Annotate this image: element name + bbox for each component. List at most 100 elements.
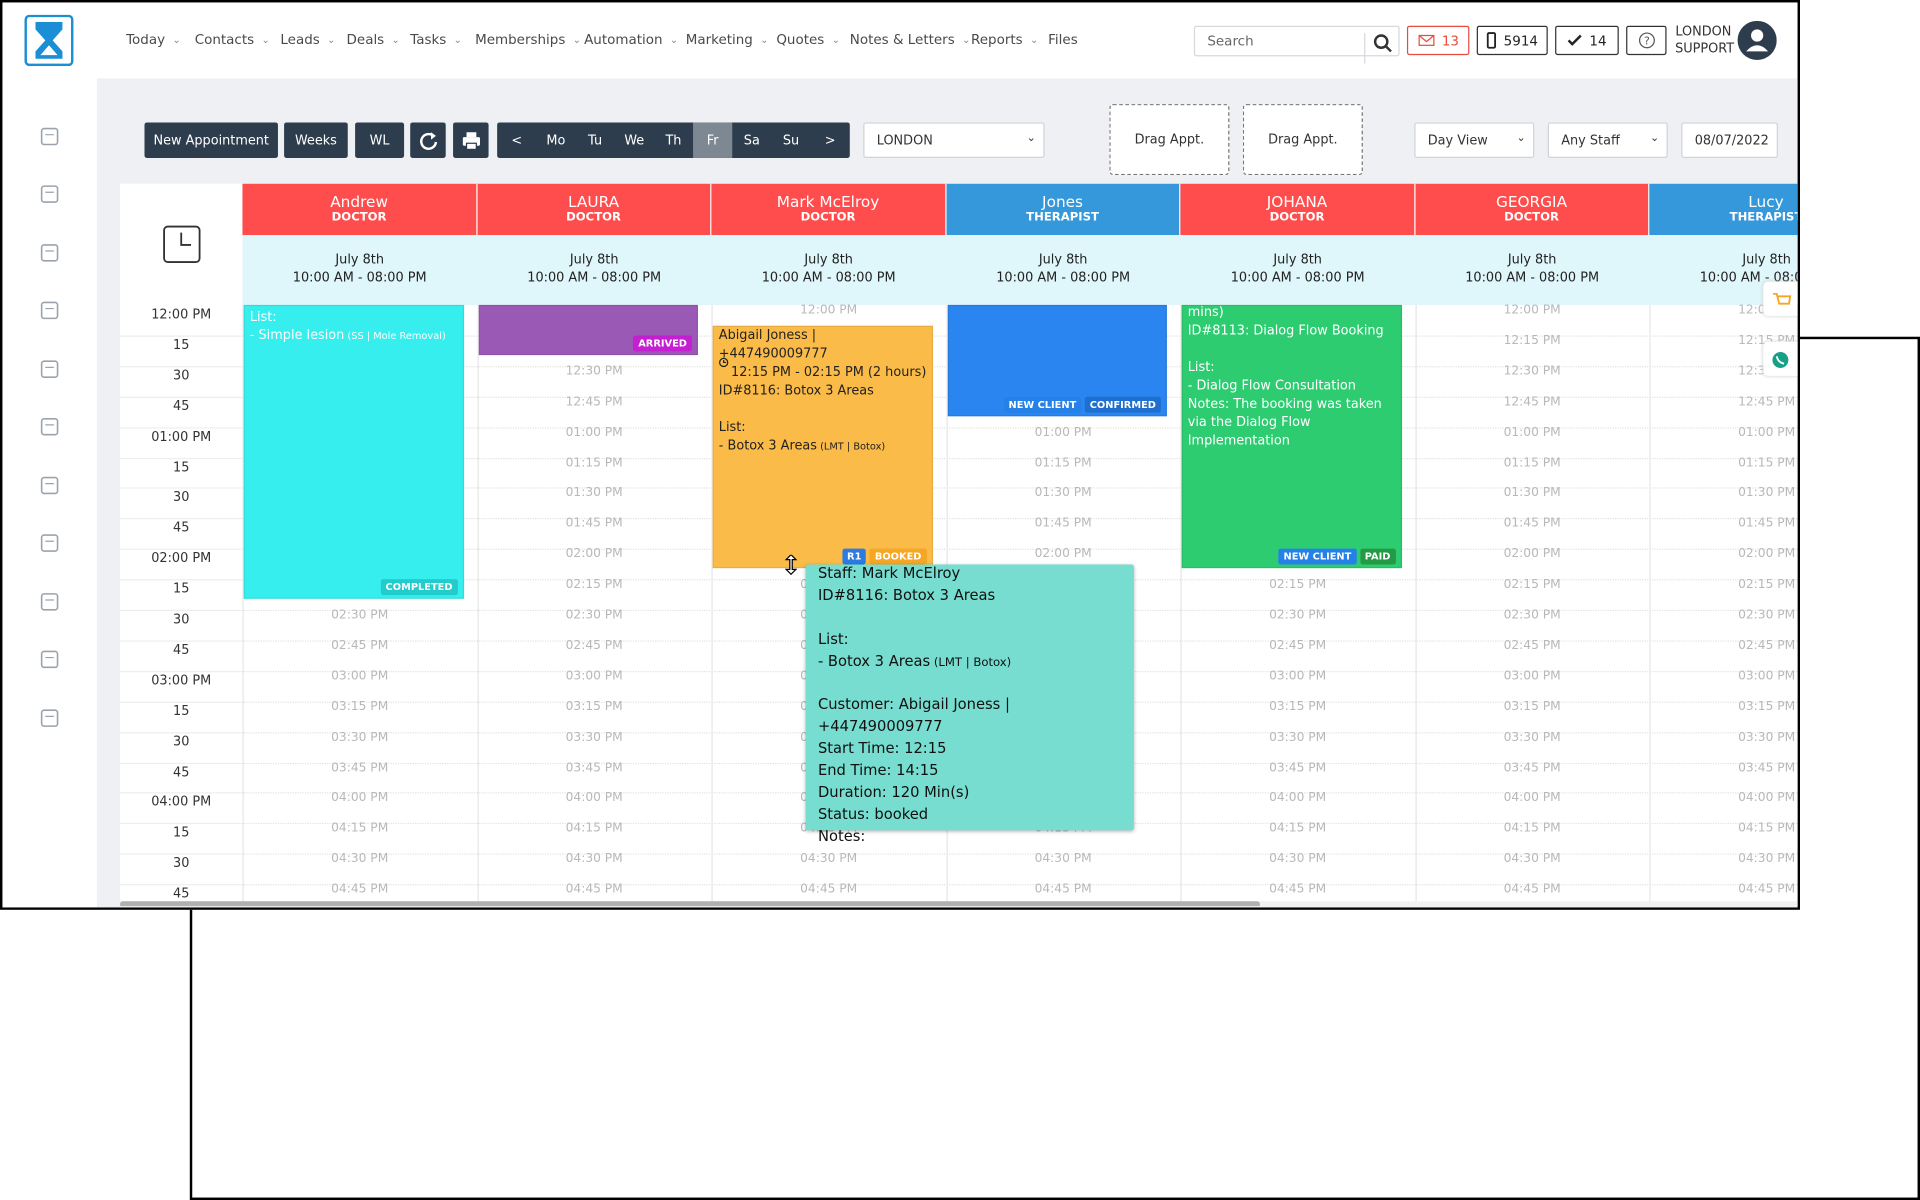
day-button[interactable]: Mo: [546, 132, 566, 148]
chevron: ⌄: [327, 34, 336, 46]
sidebar-icon[interactable]: [39, 708, 60, 734]
slot-time: 02:15 PM: [565, 578, 623, 592]
slot-time: 04:00 PM: [1503, 791, 1561, 805]
wl-button[interactable]: WL: [355, 122, 405, 158]
sidebar-icon[interactable]: [39, 300, 60, 326]
sidebar-icon[interactable]: [39, 649, 60, 675]
sidebar-icon[interactable]: [39, 126, 60, 152]
nav-label: Automation: [584, 31, 663, 48]
refresh-button[interactable]: [410, 122, 446, 158]
sidebar-icon-svg: [40, 244, 59, 262]
row-line: [120, 579, 243, 581]
location-select[interactable]: LONDON ⌄: [863, 122, 1045, 158]
staff-header: Mark McElroy DOCTOR: [711, 183, 946, 236]
call-widget[interactable]: [1763, 341, 1798, 376]
time-label: 45: [173, 642, 190, 658]
day-button[interactable]: Th: [665, 132, 682, 148]
nav-item[interactable]: Tasks ⌄: [410, 32, 462, 48]
sidebar-icon[interactable]: [39, 416, 60, 442]
nav-item[interactable]: Deals ⌄: [347, 32, 400, 48]
slot-time: 03:45 PM: [1269, 761, 1327, 775]
nav-item[interactable]: Files: [1048, 32, 1078, 48]
nav-item[interactable]: Notes & Letters ⌄: [850, 32, 970, 48]
app-window: Today ⌄ Contacts ⌄ Leads ⌄ Deals ⌄ Tasks ⌄ Members…: [0, 0, 1800, 910]
sidebar-icon[interactable]: [39, 242, 60, 268]
day-button[interactable]: Tu: [588, 132, 603, 148]
drag-slot[interactable]: Drag Appt.: [1109, 104, 1230, 176]
slot-time: 03:15 PM: [331, 700, 389, 714]
time-label: 30: [173, 368, 190, 384]
appointment[interactable]: mins) ID#8113: Dialog Flow Booking List: - …: [1181, 304, 1402, 569]
check-icon: [1567, 34, 1582, 46]
status-badge: R1: [842, 548, 867, 565]
help-button[interactable]: ?: [1626, 25, 1667, 56]
nav-item[interactable]: Today ⌄: [126, 32, 181, 48]
weeks-button[interactable]: Weeks: [284, 122, 348, 158]
slot-time: 04:15 PM: [1738, 821, 1796, 836]
sidebar-icon[interactable]: [39, 184, 60, 210]
nav-item[interactable]: Contacts ⌄: [195, 32, 270, 48]
phone-icon: [1486, 32, 1497, 49]
day-button[interactable]: Fr: [693, 122, 733, 158]
view-select[interactable]: Day View ⌄: [1414, 122, 1535, 158]
appointment[interactable]: Abigail Joness | +447490009777 12:15 PM -…: [712, 325, 933, 569]
staff-role: DOCTOR: [800, 210, 856, 225]
nav-item[interactable]: Leads ⌄: [280, 32, 335, 48]
nav-item[interactable]: Automation ⌄: [584, 32, 678, 48]
slot-time: 04:45 PM: [1269, 882, 1327, 897]
column-line: [242, 304, 244, 907]
slot-time: 04:45 PM: [565, 882, 623, 897]
nav-item[interactable]: Quotes ⌄: [776, 32, 840, 48]
print-button[interactable]: [453, 122, 489, 158]
nav-item[interactable]: Memberships ⌄: [475, 32, 581, 48]
new-appointment-button[interactable]: New Appointment: [144, 122, 278, 158]
appointment[interactable]: NEW CLIENT CONFIRMED: [947, 304, 1167, 417]
slot-time: 04:30 PM: [800, 852, 858, 866]
day-button[interactable]: Sa: [743, 132, 760, 148]
nav-item[interactable]: Reports ⌄: [971, 32, 1038, 48]
text-line: Duration: 120 Min(s): [817, 783, 970, 801]
drag-slot[interactable]: Drag Appt.: [1242, 104, 1363, 176]
row-line: [242, 487, 1798, 490]
appointment[interactable]: ARRIVED: [478, 304, 698, 356]
cart-widget[interactable]: [1763, 281, 1798, 316]
slot-time: 02:00 PM: [565, 547, 623, 562]
phone-button[interactable]: 5914: [1476, 25, 1548, 56]
slot-time: 12:45 PM: [1503, 395, 1561, 409]
slot-time: 01:30 PM: [1034, 486, 1092, 501]
slot-time: 03:45 PM: [1503, 761, 1561, 775]
row-line: [120, 823, 243, 825]
status-badge: BOOKED: [869, 548, 927, 565]
time-label: 45: [173, 886, 190, 902]
slot-time: 03:15 PM: [1269, 700, 1327, 714]
slot-time: 02:30 PM: [1738, 608, 1796, 623]
sidebar-icon[interactable]: [39, 591, 60, 617]
chevron: ⌄: [669, 34, 679, 46]
avatar[interactable]: [1737, 20, 1777, 65]
day-button[interactable]: We: [624, 132, 645, 148]
search-box[interactable]: Search: [1193, 25, 1400, 64]
task-button[interactable]: 14: [1555, 25, 1619, 56]
slot-time: 02:00 PM: [1034, 547, 1092, 562]
mail-button[interactable]: 13: [1406, 25, 1470, 56]
refresh-button-svg: [420, 132, 438, 150]
staff-hours: 10:00 AM - 08:00 PM: [1230, 270, 1365, 286]
appointment[interactable]: List: - Simple lesion (SS | Mole Removal…: [243, 304, 464, 599]
sidebar-icon[interactable]: [39, 359, 60, 385]
sidebar-icon[interactable]: [39, 533, 60, 559]
staff-hours-box: July 8th 10:00 AM - 08:00 PM: [242, 235, 477, 305]
logo[interactable]: [24, 14, 74, 67]
nav-item[interactable]: Marketing ⌄: [686, 32, 769, 48]
scrollbar-thumb[interactable]: [120, 901, 1260, 907]
staff-role: DOCTOR: [331, 210, 387, 225]
slot-time: 04:00 PM: [331, 791, 389, 805]
date-input[interactable]: 08/07/2022: [1681, 122, 1778, 158]
day-button[interactable]: Su: [782, 132, 800, 148]
slot-time: 04:45 PM: [1503, 882, 1561, 897]
sidebar-icon[interactable]: [39, 475, 60, 501]
slot-time: 02:45 PM: [1503, 639, 1561, 653]
slot-time: 03:30 PM: [331, 730, 389, 744]
staff-select[interactable]: Any Staff ⌄: [1547, 122, 1668, 158]
day-button[interactable]: <: [511, 132, 523, 148]
day-button[interactable]: >: [824, 132, 836, 148]
